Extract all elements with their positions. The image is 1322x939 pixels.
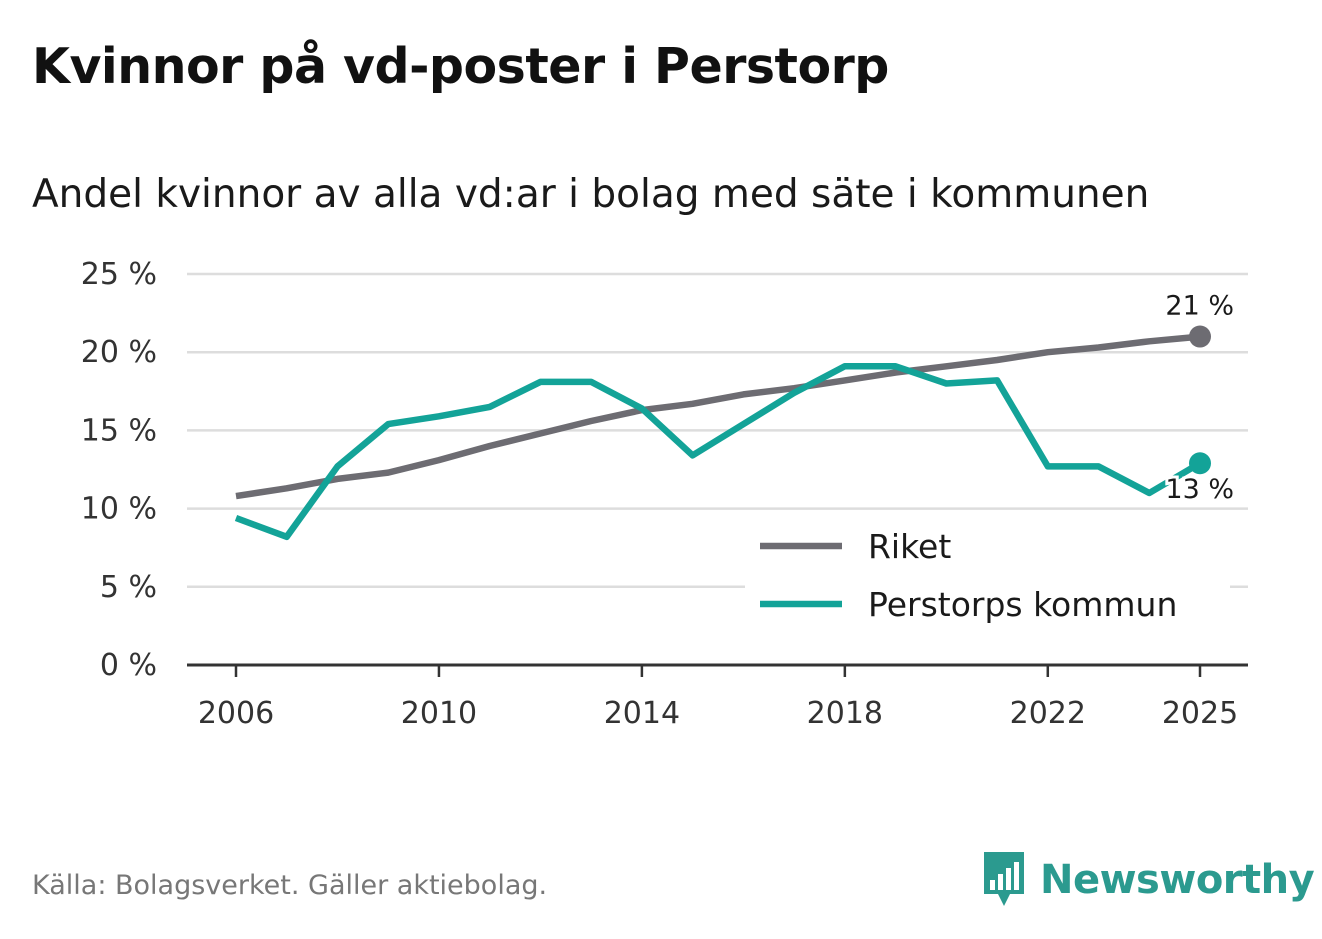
- series-line-riket: [235, 333, 1201, 500]
- legend-label-perstorps-kommun: Perstorps kommun: [868, 585, 1177, 624]
- source-note: Källa: Bolagsverket. Gäller aktiebolag.: [32, 870, 548, 901]
- x-tick-label: 2010: [401, 696, 477, 731]
- series-lines: [234, 333, 1202, 541]
- y-tick-label: 10 %: [81, 492, 157, 527]
- x-axis: 2006 2010 2014 2018 2022 2025: [187, 663, 1248, 731]
- end-markers: 21 % 13 %: [1162, 288, 1237, 509]
- newsworthy-logo: Newsworthy: [980, 850, 1315, 910]
- brand-name: Newsworthy: [1040, 857, 1315, 903]
- x-tick-label: 2025: [1162, 696, 1238, 731]
- x-tick-label: 2006: [198, 696, 274, 731]
- end-marker-perstorps-kommun: [1189, 452, 1211, 475]
- legend-label-riket: Riket: [868, 527, 951, 566]
- y-tick-label: 5 %: [100, 570, 157, 605]
- x-tick-label: 2022: [1010, 696, 1086, 731]
- y-tick-label: 15 %: [81, 413, 157, 448]
- end-label-perstorps-kommun: 13 %: [1165, 474, 1234, 505]
- x-tick-label: 2014: [604, 696, 680, 731]
- end-label-riket: 21 %: [1165, 291, 1234, 322]
- legend: Riket Perstorps kommun: [745, 520, 1230, 638]
- legend-background: [745, 520, 1230, 638]
- y-axis: 0 % 5 % 10 % 15 % 20 % 25 %: [81, 257, 157, 683]
- end-marker-riket: [1189, 325, 1211, 348]
- y-tick-label: 25 %: [81, 257, 157, 292]
- chart-title: Kvinnor på vd-poster i Perstorp: [32, 38, 889, 95]
- x-tick-label: 2018: [807, 696, 883, 731]
- y-tick-label: 20 %: [81, 335, 157, 370]
- chart-subtitle: Andel kvinnor av alla vd:ar i bolag med …: [32, 172, 1150, 217]
- newsworthy-icon: [984, 852, 1024, 906]
- series-line-perstorps-kommun: [234, 363, 1202, 541]
- y-tick-label: 0 %: [100, 648, 157, 683]
